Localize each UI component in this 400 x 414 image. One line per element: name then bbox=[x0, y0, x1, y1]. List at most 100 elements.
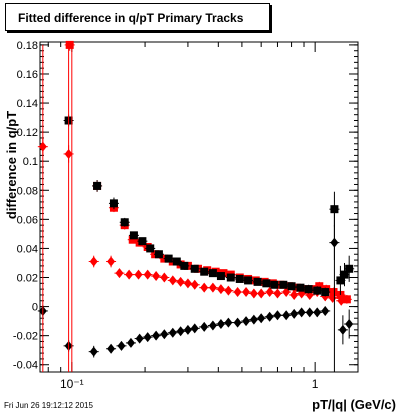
data-point bbox=[336, 295, 347, 306]
y-tick-label: 0.04 bbox=[17, 243, 38, 255]
data-point bbox=[167, 275, 178, 286]
y-tick-label: 0.02 bbox=[17, 273, 38, 285]
diamond-marker bbox=[265, 311, 274, 322]
y-tick-label: 0.1 bbox=[23, 156, 38, 168]
square-marker bbox=[208, 269, 217, 278]
data-point bbox=[264, 287, 275, 298]
data-point bbox=[207, 320, 218, 331]
diamond-marker bbox=[338, 324, 347, 335]
diamond-marker bbox=[265, 287, 274, 298]
diamond-marker bbox=[273, 310, 282, 321]
data-point bbox=[312, 307, 323, 318]
diamond-marker bbox=[321, 305, 330, 316]
diamond-marker bbox=[233, 287, 242, 298]
data-point bbox=[175, 276, 186, 287]
data-point bbox=[252, 277, 263, 286]
data-point bbox=[88, 255, 99, 268]
data-point bbox=[134, 333, 145, 344]
diamond-marker bbox=[152, 271, 161, 282]
y-tick-label: 0.16 bbox=[17, 69, 38, 81]
square-marker bbox=[340, 270, 349, 279]
diamond-marker bbox=[126, 337, 135, 348]
square-marker bbox=[287, 282, 296, 291]
square-marker bbox=[154, 250, 163, 259]
data-point bbox=[339, 262, 350, 287]
diamond-marker bbox=[117, 340, 126, 351]
diamond-marker bbox=[125, 269, 134, 280]
diamond-marker bbox=[168, 327, 177, 338]
y-tick-label: 0 bbox=[32, 302, 38, 314]
data-point bbox=[215, 272, 226, 281]
data-point bbox=[106, 255, 117, 268]
y-tick-label: 0.08 bbox=[17, 185, 38, 197]
diamond-marker bbox=[337, 295, 346, 306]
data-point bbox=[286, 282, 297, 291]
data-point bbox=[289, 308, 300, 319]
diamond-marker bbox=[242, 287, 251, 298]
x-tick-labels: 10⁻¹ 1 bbox=[60, 377, 319, 391]
data-point bbox=[163, 254, 174, 263]
data-point bbox=[189, 264, 200, 273]
data-point bbox=[215, 284, 226, 295]
diamond-marker bbox=[297, 307, 306, 318]
y-axis-label: difference in q/pT bbox=[4, 111, 19, 219]
data-point bbox=[223, 317, 234, 328]
data-point bbox=[241, 316, 252, 327]
diamond-marker bbox=[190, 279, 199, 290]
data-point bbox=[137, 237, 148, 246]
data-point bbox=[106, 343, 117, 354]
y-tick-label: -0.02 bbox=[13, 331, 38, 343]
y-tick-label: -0.04 bbox=[13, 360, 38, 372]
square-marker bbox=[296, 283, 305, 292]
data-point bbox=[167, 327, 178, 338]
data-point bbox=[215, 319, 226, 330]
data-point bbox=[272, 288, 283, 299]
square-marker bbox=[315, 282, 324, 291]
square-marker bbox=[93, 181, 102, 190]
data-point bbox=[199, 267, 210, 276]
data-point bbox=[133, 269, 144, 280]
diamond-marker bbox=[208, 282, 217, 293]
diamond-marker bbox=[224, 317, 233, 328]
data-point bbox=[128, 231, 139, 240]
diamond-marker bbox=[152, 330, 161, 341]
y-tick-label: 0.14 bbox=[17, 98, 38, 110]
data-point bbox=[278, 280, 289, 289]
data-point bbox=[182, 324, 193, 335]
square-marker bbox=[164, 254, 173, 263]
data-point bbox=[145, 244, 156, 253]
y-tick-label: 0.12 bbox=[17, 127, 38, 139]
timestamp-footer: Fri Jun 26 19:12:12 2015 bbox=[4, 401, 93, 410]
title-box: Fitted difference in q/pT Primary Tracks bbox=[5, 3, 270, 31]
x-tick-label: 10⁻¹ bbox=[60, 377, 84, 391]
x-tick-label: 1 bbox=[312, 377, 319, 391]
diamond-marker bbox=[89, 346, 98, 357]
diamond-marker bbox=[242, 316, 251, 327]
data-point bbox=[124, 269, 135, 280]
diamond-marker bbox=[200, 321, 209, 332]
diamond-marker bbox=[216, 284, 225, 295]
square-marker bbox=[216, 272, 225, 281]
square-marker bbox=[336, 276, 345, 285]
diamond-marker bbox=[224, 285, 233, 296]
data-point bbox=[272, 310, 283, 321]
square-marker bbox=[146, 244, 155, 253]
data-point bbox=[92, 180, 103, 192]
square-marker bbox=[253, 277, 262, 286]
diamond-marker bbox=[176, 326, 185, 337]
square-marker bbox=[321, 288, 330, 297]
diamond-marker bbox=[176, 276, 185, 287]
data-point bbox=[269, 280, 280, 289]
square-marker bbox=[304, 285, 313, 294]
data-point bbox=[256, 313, 267, 324]
square-marker bbox=[235, 274, 244, 283]
data-point bbox=[159, 329, 170, 340]
data-point bbox=[261, 279, 272, 288]
square-marker bbox=[180, 261, 189, 270]
data-point bbox=[320, 305, 331, 316]
square-marker bbox=[200, 267, 209, 276]
diamond-marker bbox=[160, 272, 169, 283]
chart-title: Fitted difference in q/pT Primary Tracks bbox=[18, 11, 244, 25]
diamond-marker bbox=[216, 319, 225, 330]
data-point bbox=[182, 278, 193, 289]
